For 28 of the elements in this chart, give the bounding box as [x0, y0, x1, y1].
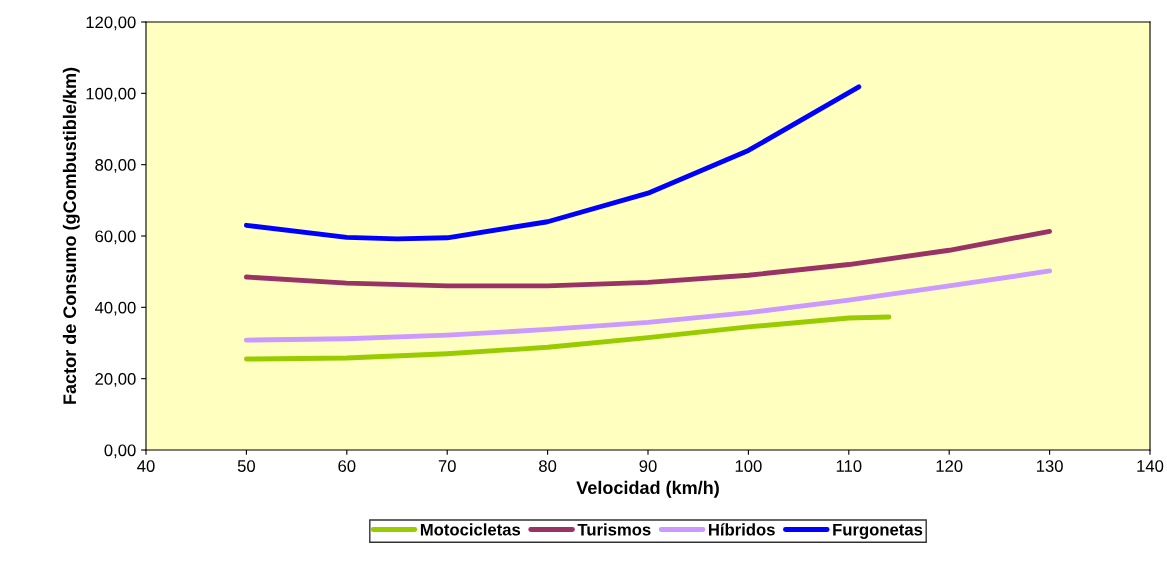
line-series — [243, 228, 1053, 289]
x-tick-label: 60 — [338, 460, 356, 472]
x-tick-label: 40 — [137, 460, 155, 472]
x-axis-title: Velocidad (km/h) — [576, 480, 719, 498]
x-tick-label: 50 — [237, 460, 256, 472]
x-tick-label: 110 — [836, 460, 862, 472]
y-tick-label: 80,00 — [95, 159, 136, 173]
line-series — [243, 268, 1053, 343]
y-tick-label: 120,00 — [86, 16, 136, 31]
x-tick-label: 70 — [438, 460, 456, 472]
y-tick-label: 20,00 — [95, 373, 136, 387]
line-series — [243, 314, 892, 362]
x-tick-label: 120 — [936, 460, 963, 472]
x-tick-label: 90 — [639, 460, 657, 472]
legend-label: Motocicletas — [420, 523, 521, 536]
legend-label: Furgonetas — [833, 523, 923, 539]
x-tick-label: 80 — [539, 460, 557, 472]
legend-label: Híbridos — [708, 523, 775, 536]
y-tick-label: 0,00 — [104, 444, 136, 459]
x-tick-label: 100 — [735, 460, 762, 472]
line-series — [243, 84, 862, 242]
y-tick-label: 40,00 — [94, 301, 136, 316]
y-tick-label: 60,00 — [95, 230, 136, 245]
x-tick-label: 140 — [1137, 460, 1164, 472]
x-tick-label: 130 — [1036, 460, 1063, 472]
y-tick-label: 100,00 — [86, 87, 136, 102]
legend-label: Turismos — [577, 523, 651, 536]
y-axis-title: Factor de Consumo (gCombustible/km) — [62, 67, 80, 404]
